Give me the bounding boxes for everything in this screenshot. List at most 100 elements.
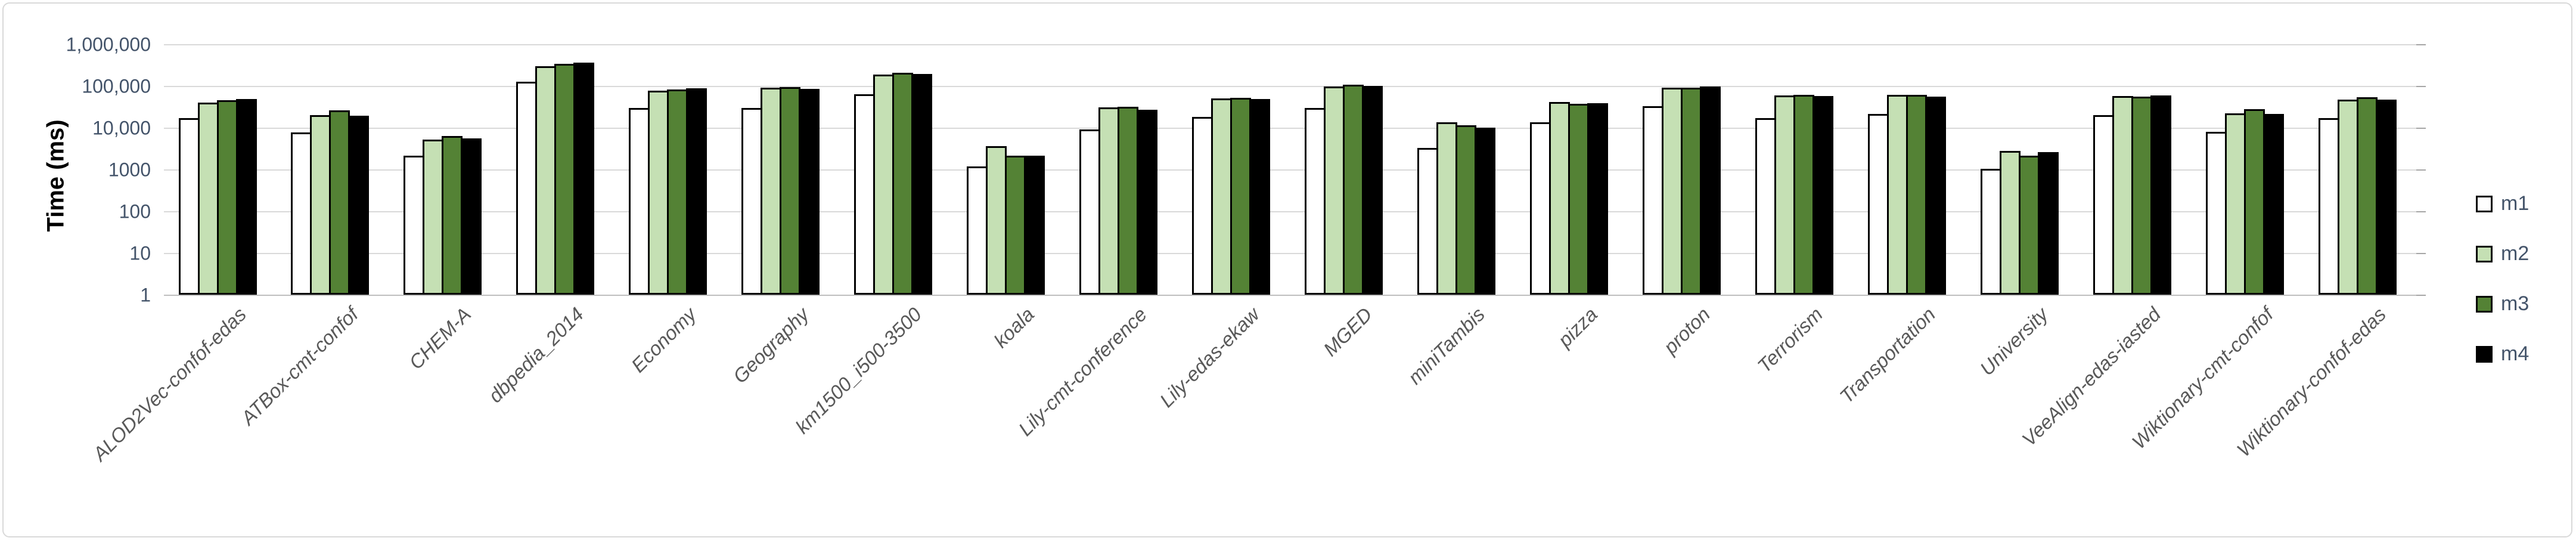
- x-axis-line: [164, 295, 2426, 296]
- bar-m3: [1230, 97, 1251, 295]
- category-label: Lily-edas-ekaw: [1155, 303, 1264, 412]
- legend: m1 m2 m3 m4: [4, 4, 2571, 536]
- bar-m3: [442, 136, 463, 295]
- bar-m4: [2375, 100, 2397, 295]
- gridline: [164, 253, 2416, 254]
- gridline: [164, 44, 2416, 45]
- bar-m1: [2205, 132, 2227, 295]
- bar-m4: [573, 63, 595, 295]
- bar-m1: [741, 107, 763, 295]
- legend-label: m2: [2501, 242, 2530, 265]
- category-label: Terrorism: [1753, 303, 1827, 377]
- category-label: Economy: [627, 303, 701, 377]
- legend-label: m3: [2501, 292, 2530, 315]
- bar-m2: [1098, 107, 1120, 295]
- bar-m4: [461, 138, 482, 295]
- bar-m4: [1362, 86, 1383, 295]
- y-tick-label: 100,000: [82, 75, 151, 97]
- legend-item-m2: m2: [2476, 242, 2529, 265]
- bar-m3: [1568, 104, 1589, 295]
- category-label: ALOD2Vec-confof-edas: [88, 303, 250, 465]
- right-axis-tick: [2416, 169, 2426, 171]
- plot-area: [4, 4, 2571, 536]
- bar-m3: [1118, 106, 1139, 295]
- bar-m2: [648, 90, 669, 295]
- bar-m3: [780, 86, 801, 295]
- bar-m4: [799, 88, 820, 295]
- bar-m4: [686, 88, 707, 295]
- bar-m2: [1436, 122, 1457, 295]
- bar-m2: [2337, 100, 2358, 295]
- bar-m4: [1024, 155, 1045, 295]
- category-label: dbpedia_2014: [484, 303, 588, 407]
- category-label: CHEM-A: [405, 303, 476, 374]
- y-axis-tick-labels: 1,000,000 100,000 10,000 1000 100 10 1: [4, 4, 2571, 536]
- bar-m1: [1192, 117, 1213, 295]
- bar-m4: [1925, 96, 1946, 295]
- category-label: Geography: [728, 303, 814, 388]
- bar-m4: [2150, 95, 2171, 295]
- bar-m4: [2037, 152, 2059, 295]
- bar-m3: [892, 73, 914, 295]
- bar-m4: [1587, 103, 1608, 295]
- category-label: Wiktionary-cmt-confof: [2127, 303, 2277, 453]
- bar-m4: [348, 115, 370, 295]
- legend-item-m4: m4: [2476, 342, 2529, 366]
- bar-m1: [516, 82, 538, 295]
- gridline: [164, 128, 2416, 129]
- m3-swatch-icon: [2476, 295, 2493, 313]
- bar-m4: [235, 99, 257, 295]
- bar-m4: [1474, 128, 1495, 295]
- y-tick-label: 10: [129, 242, 151, 264]
- bar-m4: [2262, 113, 2284, 295]
- bar-m3: [329, 110, 350, 295]
- category-label: VeeAlign-edas-iasted: [2017, 303, 2165, 451]
- bar-m2: [197, 102, 219, 295]
- bar-m2: [310, 115, 331, 295]
- right-axis-tick: [2416, 211, 2426, 212]
- bar-m2: [1548, 102, 1570, 295]
- bar-m3: [1905, 95, 1927, 295]
- bar-m3: [554, 63, 576, 295]
- category-label: University: [1975, 303, 2052, 380]
- y-tick-label: 100: [119, 200, 151, 222]
- bar-m3: [1343, 84, 1364, 295]
- right-axis-tick: [2416, 128, 2426, 129]
- bar-m1: [1417, 147, 1438, 295]
- bar-m1: [967, 166, 988, 295]
- category-label: Transportation: [1835, 303, 1939, 407]
- bar-m4: [1699, 86, 1721, 295]
- bar-m1: [1867, 113, 1889, 295]
- right-axis-tick: [2416, 44, 2426, 45]
- category-label: koala: [989, 303, 1039, 352]
- legend-item-m1: m1: [2476, 192, 2529, 215]
- gridline: [164, 169, 2416, 171]
- m4-swatch-icon: [2476, 345, 2493, 363]
- bar-m1: [1305, 107, 1326, 295]
- bar-m3: [2243, 109, 2265, 295]
- bar-m4: [1812, 95, 1833, 295]
- bar-m3: [667, 89, 688, 295]
- bar-m2: [986, 146, 1007, 295]
- legend-item-m3: m3: [2476, 292, 2529, 316]
- bar-m1: [1980, 168, 2001, 295]
- bar-m2: [1886, 95, 1908, 295]
- category-label: km1500_i500-3500: [791, 303, 926, 438]
- bar-m2: [1999, 150, 2021, 295]
- bar-m3: [2018, 156, 2040, 295]
- bar-m1: [2318, 118, 2339, 295]
- bar-m4: [1249, 98, 1270, 295]
- category-label: MGED: [1318, 303, 1377, 361]
- bar-m1: [1079, 129, 1101, 295]
- m1-swatch-icon: [2476, 195, 2493, 212]
- right-axis-tick: [2416, 86, 2426, 87]
- x-axis-category-labels: ALOD2Vec-confof-edas ATBox-cmt-confof CHEM…: [4, 4, 2571, 536]
- bar-m3: [2131, 97, 2152, 295]
- bar-m1: [2093, 115, 2114, 295]
- bar-m3: [1005, 155, 1026, 295]
- bar-m1: [1755, 118, 1776, 295]
- y-tick-label: 10,000: [92, 117, 151, 139]
- bar-m2: [1324, 86, 1345, 295]
- bar-m1: [854, 94, 876, 295]
- bar-m1: [1529, 122, 1551, 295]
